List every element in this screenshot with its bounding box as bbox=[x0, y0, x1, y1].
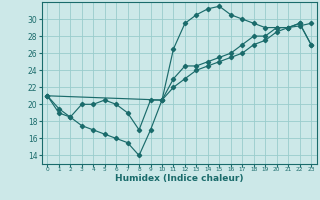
X-axis label: Humidex (Indice chaleur): Humidex (Indice chaleur) bbox=[115, 174, 244, 183]
